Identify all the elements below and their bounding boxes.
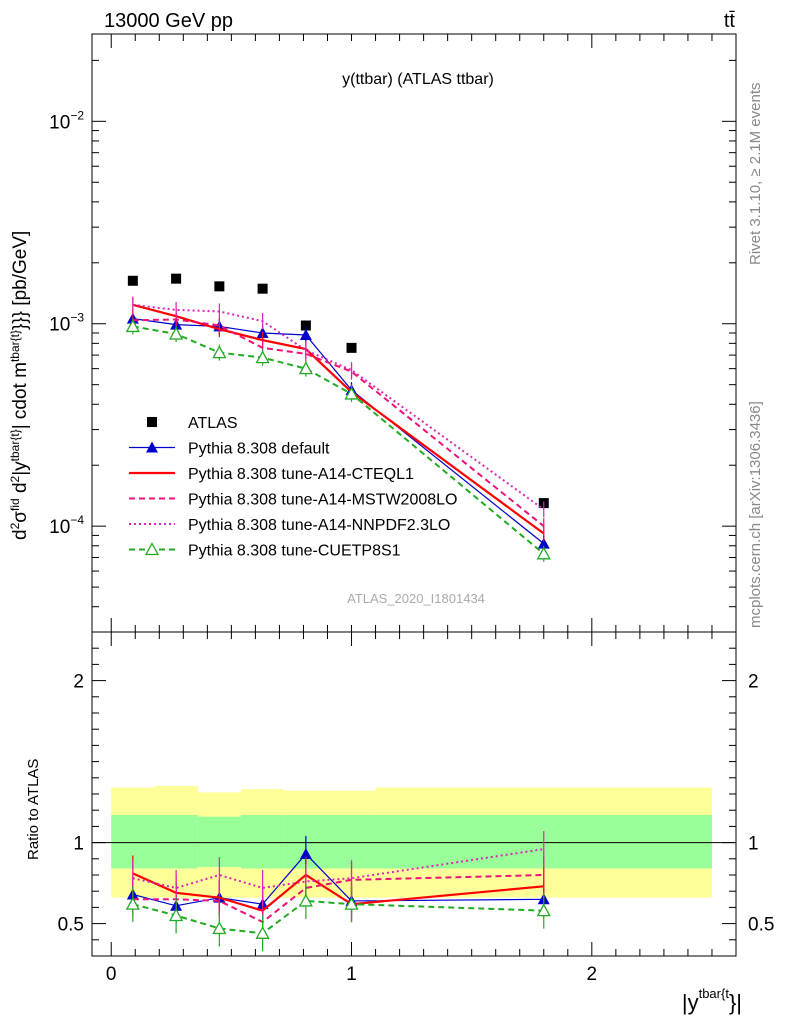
inner-band bbox=[240, 815, 285, 869]
ratio-point bbox=[298, 893, 313, 907]
ratio-point bbox=[255, 925, 270, 939]
main-series bbox=[125, 273, 551, 562]
series-4 bbox=[132, 296, 545, 518]
main-y-axis-label: d2σfid d2|ytbar{t}| cdot mtbar{t}}}} [pb… bbox=[8, 231, 31, 540]
legend-entry: Pythia 8.308 default bbox=[129, 441, 330, 458]
data-point bbox=[214, 281, 225, 292]
series-5 bbox=[125, 318, 551, 562]
y-tick-label: 10−2 bbox=[49, 108, 84, 133]
process-label: tt̄ bbox=[724, 10, 736, 32]
ratio-point bbox=[344, 896, 359, 910]
legend-marker bbox=[146, 441, 158, 453]
legend: ATLAS Pythia 8.308 default Pythia 8.308 tu… bbox=[129, 415, 457, 560]
data-point bbox=[212, 345, 227, 359]
ratio-y-tick-label-right: 1 bbox=[748, 834, 759, 855]
data-point bbox=[300, 320, 311, 331]
legend-label: Pythia 8.308 tune-A14-CTEQL1 bbox=[188, 466, 414, 483]
analysis-watermark: ATLAS_2020_I1801434 bbox=[347, 591, 485, 606]
data-point bbox=[169, 326, 184, 340]
data-point bbox=[299, 328, 312, 340]
y-tick-label: 10−4 bbox=[49, 513, 84, 538]
data-point bbox=[536, 546, 551, 560]
ratio-point bbox=[536, 903, 551, 917]
legend-label: Pythia 8.308 tune-CUETP8S1 bbox=[188, 543, 401, 560]
x-axis-label: |ytbar{t}| bbox=[682, 986, 742, 1015]
ratio-ticks: 0.5 0.5 1 1 2 2 0 1 2 bbox=[58, 631, 774, 985]
data-point bbox=[171, 273, 182, 284]
data-point bbox=[255, 350, 270, 364]
ratio-line bbox=[132, 899, 544, 935]
data-point bbox=[346, 342, 357, 353]
ratio-y-tick-label: 2 bbox=[73, 672, 84, 693]
legend-marker bbox=[144, 542, 160, 556]
y-tick-label: 10−3 bbox=[49, 311, 84, 336]
y-axis-title: d2σfid d2|ytbar{t}| cdot mtbar{t}}}} [pb… bbox=[8, 231, 31, 540]
data-point bbox=[127, 275, 138, 286]
ratio-y-tick-label: 0.5 bbox=[58, 915, 84, 936]
ratio-point bbox=[125, 896, 140, 910]
data-point bbox=[298, 361, 313, 375]
ratio-point bbox=[169, 908, 184, 922]
ratio-point bbox=[299, 847, 312, 859]
data-point bbox=[344, 386, 359, 400]
legend-entry: Pythia 8.308 tune-A14-NNPDF2.3LO bbox=[129, 517, 450, 534]
ratio-series bbox=[125, 831, 551, 952]
data-point bbox=[257, 283, 268, 294]
beam-label: 13000 GeV pp bbox=[104, 10, 233, 32]
ratio-x-tick-label: 1 bbox=[346, 964, 357, 985]
data-point bbox=[537, 537, 550, 549]
legend-entry: ATLAS bbox=[147, 415, 238, 432]
site-label: mcplots.cern.ch [arXiv:1306.3436] bbox=[747, 401, 764, 628]
ratio-y-tick-label: 1 bbox=[73, 834, 84, 855]
legend-entry: Pythia 8.308 tune-A14-MSTW2008LO bbox=[129, 492, 457, 509]
uncertainty-bands bbox=[92, 785, 736, 898]
ratio-point bbox=[212, 921, 227, 935]
rivet-label: Rivet 3.1.10, ≥ 2.1M events bbox=[747, 83, 764, 266]
legend-marker bbox=[147, 417, 157, 427]
inner-band bbox=[327, 815, 376, 869]
legend-entry: Pythia 8.308 tune-A14-CTEQL1 bbox=[129, 466, 414, 483]
inner-band bbox=[154, 815, 198, 869]
main-title: y(ttbar) (ATLAS ttbar) bbox=[342, 71, 494, 88]
ratio-y-axis-label: Ratio to ATLAS bbox=[25, 759, 42, 860]
legend-label: ATLAS bbox=[188, 415, 238, 432]
main-y-ticks: 10−2 10−3 10−4 bbox=[49, 34, 736, 633]
ratio-series-4 bbox=[125, 882, 551, 952]
ratio-y-tick-label-right: 0.5 bbox=[748, 915, 774, 936]
data-point bbox=[125, 319, 140, 333]
ratio-y-tick-label-right: 2 bbox=[748, 672, 759, 693]
legend-label: Pythia 8.308 tune-A14-NNPDF2.3LO bbox=[188, 517, 450, 534]
legend-entry: Pythia 8.308 tune-CUETP8S1 bbox=[129, 542, 401, 560]
ratio-x-tick-label: 2 bbox=[587, 964, 598, 985]
legend-label: Pythia 8.308 default bbox=[188, 441, 330, 458]
ratio-x-tick-label: 0 bbox=[106, 964, 117, 985]
legend-label: Pythia 8.308 tune-A14-MSTW2008LO bbox=[188, 492, 457, 509]
